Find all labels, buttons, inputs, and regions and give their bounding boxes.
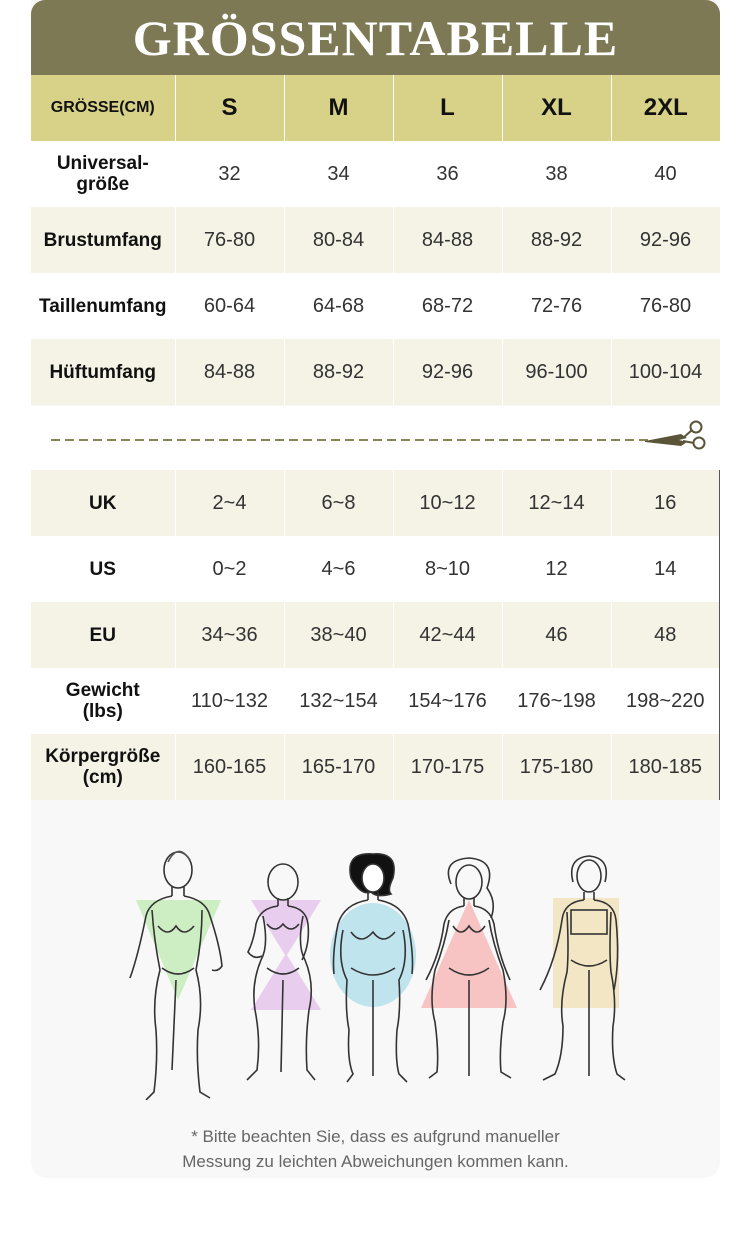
cut-line bbox=[31, 406, 720, 470]
table-row: Hüftumfang 84-88 88-92 92-96 96-100 100-… bbox=[31, 339, 720, 405]
table-cell: 6~8 bbox=[284, 470, 394, 536]
table-row: Brustumfang 76-80 80-84 84-88 88-92 92-9… bbox=[31, 207, 720, 273]
table-cell: 40 bbox=[611, 141, 720, 207]
table-cell: 0~2 bbox=[175, 536, 285, 602]
table-cell: 68-72 bbox=[393, 273, 503, 339]
table-row: Körpergröße (cm) 160-165 165-170 170-175… bbox=[31, 734, 720, 800]
table-cell: 84-88 bbox=[393, 207, 503, 273]
row-label: EU bbox=[31, 602, 176, 668]
note-line: Messung zu leichten Abweichungen kommen … bbox=[182, 1152, 569, 1171]
body-figure-triangle bbox=[421, 857, 517, 1079]
row-label: Brustumfang bbox=[31, 207, 176, 273]
size-header: S bbox=[175, 75, 285, 141]
table-cell: 46 bbox=[502, 602, 612, 668]
size-header: L bbox=[393, 75, 503, 141]
table-cell: 10~12 bbox=[393, 470, 503, 536]
table-cell: 8~10 bbox=[393, 536, 503, 602]
body-figure-hourglass bbox=[246, 863, 321, 1081]
row-label: Hüftumfang bbox=[31, 339, 176, 405]
table-cell: 154~176 bbox=[393, 668, 503, 734]
table-cell: 110~132 bbox=[175, 668, 285, 734]
table-cell: 170-175 bbox=[393, 734, 503, 800]
table-cell: 2~4 bbox=[175, 470, 285, 536]
table-cell: 42~44 bbox=[393, 602, 503, 668]
table-cell: 180-185 bbox=[611, 734, 720, 800]
table-cell: 72-76 bbox=[502, 273, 612, 339]
row-label: Universal- größe bbox=[31, 141, 176, 207]
table-cell: 88-92 bbox=[502, 207, 612, 273]
table-row: US 0~2 4~6 8~10 12 14 bbox=[31, 536, 720, 602]
table-cell: 64-68 bbox=[284, 273, 394, 339]
table-row: UK 2~4 6~8 10~12 12~14 16 bbox=[31, 470, 720, 536]
size-header-label: GRÖSSE(CM) bbox=[31, 75, 176, 141]
table-cell: 12~14 bbox=[502, 470, 612, 536]
size-header: M bbox=[284, 75, 394, 141]
table-cell: 76-80 bbox=[611, 273, 720, 339]
table-cell: 132~154 bbox=[284, 668, 394, 734]
body-figure-rectangle bbox=[539, 855, 626, 1081]
table-cell: 16 bbox=[611, 470, 720, 536]
measurement-table: GRÖSSE(CM) S M L XL 2XL Universal- größe… bbox=[31, 75, 720, 405]
table-cell: 198~220 bbox=[611, 668, 720, 734]
table-cell: 80-84 bbox=[284, 207, 394, 273]
table-row: Gewicht (lbs) 110~132 132~154 154~176 17… bbox=[31, 668, 720, 734]
table-row: Universal- größe 32 34 36 38 40 bbox=[31, 141, 720, 207]
table-cell: 34~36 bbox=[175, 602, 285, 668]
table-cell: 12 bbox=[502, 536, 612, 602]
row-label: Gewicht (lbs) bbox=[31, 668, 176, 734]
measurement-note: * Bitte beachten Sie, dass es aufgrund m… bbox=[31, 1124, 720, 1174]
row-label: Körpergröße (cm) bbox=[31, 734, 176, 800]
table-cell: 36 bbox=[393, 141, 503, 207]
body-figure-v-shape bbox=[129, 850, 223, 1101]
table-cell: 88-92 bbox=[284, 339, 394, 405]
table-row: EU 34~36 38~40 42~44 46 48 bbox=[31, 602, 720, 668]
body-figures bbox=[129, 850, 626, 1101]
table-cell: 175-180 bbox=[502, 734, 612, 800]
size-chart-card: GRÖSSENTABELLE GRÖSSE(CM) S M L XL 2XL U… bbox=[31, 0, 720, 1178]
table-cell: 34 bbox=[284, 141, 394, 207]
body-shape-illustrations bbox=[31, 800, 720, 1101]
title-bar: GRÖSSENTABELLE bbox=[31, 0, 720, 75]
row-label: UK bbox=[31, 470, 176, 536]
table-cell: 76-80 bbox=[175, 207, 285, 273]
table-cell: 38~40 bbox=[284, 602, 394, 668]
row-label: Taillenumfang bbox=[31, 273, 176, 339]
dashed-cut-line bbox=[51, 420, 706, 450]
table-cell: 38 bbox=[502, 141, 612, 207]
size-header: 2XL bbox=[611, 75, 720, 141]
note-line: * Bitte beachten Sie, dass es aufgrund m… bbox=[191, 1127, 560, 1146]
table-cell: 60-64 bbox=[175, 273, 285, 339]
table-cell: 48 bbox=[611, 602, 720, 668]
size-header-row: GRÖSSE(CM) S M L XL 2XL bbox=[31, 75, 720, 141]
table-cell: 165-170 bbox=[284, 734, 394, 800]
page-title: GRÖSSENTABELLE bbox=[132, 9, 619, 66]
body-figure-oval bbox=[330, 853, 416, 1083]
table-cell: 32 bbox=[175, 141, 285, 207]
size-header: XL bbox=[502, 75, 612, 141]
table-cell: 14 bbox=[611, 536, 720, 602]
table-row: Taillenumfang 60-64 64-68 68-72 72-76 76… bbox=[31, 273, 720, 339]
table-cell: 92-96 bbox=[611, 207, 720, 273]
table-cell: 84-88 bbox=[175, 339, 285, 405]
conversion-table: UK 2~4 6~8 10~12 12~14 16 US 0~2 4~6 8~1… bbox=[31, 470, 720, 800]
scissors-icon bbox=[645, 420, 706, 450]
table-cell: 176~198 bbox=[502, 668, 612, 734]
row-label: US bbox=[31, 536, 176, 602]
table-cell: 92-96 bbox=[393, 339, 503, 405]
table-cell: 4~6 bbox=[284, 536, 394, 602]
table-cell: 160-165 bbox=[175, 734, 285, 800]
table-cell: 100-104 bbox=[611, 339, 720, 405]
table-cell: 96-100 bbox=[502, 339, 612, 405]
